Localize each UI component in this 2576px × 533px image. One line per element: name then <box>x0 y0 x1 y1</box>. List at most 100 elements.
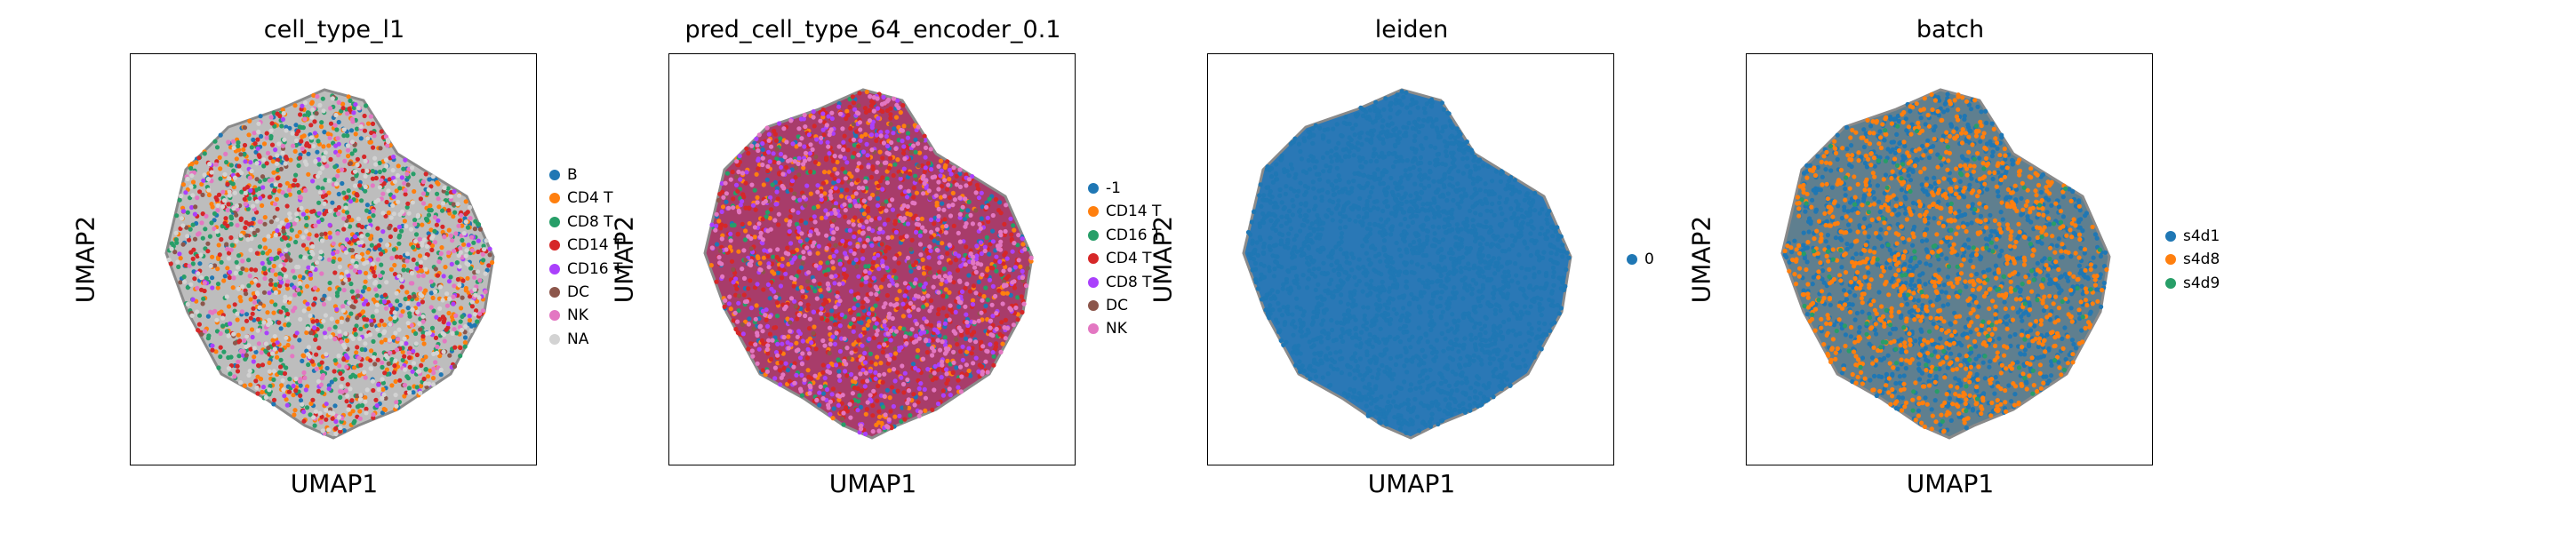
data-point <box>420 334 426 339</box>
data-point <box>168 261 173 266</box>
data-point <box>472 287 477 292</box>
data-point <box>978 240 983 245</box>
data-point <box>407 346 413 351</box>
data-point <box>379 251 384 257</box>
data-point <box>267 360 272 365</box>
data-point <box>736 300 741 306</box>
data-point <box>304 330 309 336</box>
data-point <box>310 319 316 324</box>
data-point <box>756 221 762 227</box>
legend-marker <box>1088 323 1099 335</box>
data-point <box>318 123 324 130</box>
data-point <box>298 398 304 403</box>
data-point <box>883 274 888 279</box>
data-point <box>362 128 368 133</box>
data-point <box>749 348 755 354</box>
umap-panel-cell-type-l1: cell_type_l1 UMAP1 UMAP2 B CD4 T CD8 T CD14… <box>71 0 770 533</box>
legend-label: CD8 T <box>1106 273 1152 291</box>
legend-label: DC <box>1106 296 1128 314</box>
data-point <box>895 98 900 103</box>
data-point <box>892 378 898 384</box>
data-point <box>882 322 887 328</box>
data-point <box>218 330 223 337</box>
data-point <box>886 314 892 320</box>
data-point <box>875 297 880 302</box>
data-point <box>988 332 994 338</box>
data-point <box>776 222 781 227</box>
data-point <box>336 119 341 125</box>
data-point <box>932 370 937 376</box>
data-point <box>285 311 291 317</box>
data-point <box>820 315 825 322</box>
data-point <box>1410 219 1415 225</box>
data-point <box>1028 259 1034 264</box>
data-point <box>876 216 882 221</box>
data-point <box>913 137 918 142</box>
data-point <box>849 371 854 378</box>
data-point <box>859 423 864 428</box>
data-point <box>396 337 401 342</box>
data-point <box>415 243 421 249</box>
data-point <box>273 182 278 187</box>
data-point <box>340 308 346 314</box>
data-point <box>370 314 375 319</box>
data-point <box>873 236 878 242</box>
data-point <box>252 267 259 273</box>
data-point <box>284 307 289 314</box>
data-point <box>988 342 993 347</box>
data-point <box>853 347 859 353</box>
data-point <box>835 226 840 231</box>
data-point <box>214 317 220 322</box>
data-point <box>475 221 480 227</box>
data-point <box>927 266 932 271</box>
data-point <box>184 225 189 230</box>
data-point <box>824 386 830 393</box>
data-point <box>888 409 893 414</box>
data-point <box>357 397 363 402</box>
data-point <box>315 318 320 323</box>
data-point <box>1004 290 1010 296</box>
data-point <box>213 349 219 354</box>
data-point <box>206 192 212 198</box>
data-point <box>364 406 369 411</box>
data-point <box>437 284 444 290</box>
data-point <box>804 183 810 188</box>
data-point <box>855 408 860 413</box>
data-point <box>834 330 839 336</box>
data-point <box>359 198 364 203</box>
data-point <box>867 270 872 275</box>
data-point <box>970 298 976 303</box>
legend-item: CD16 T <box>549 258 622 281</box>
data-point <box>192 211 197 217</box>
data-point <box>336 204 341 211</box>
data-point <box>308 412 313 418</box>
data-point <box>882 319 887 324</box>
data-point <box>793 175 798 180</box>
data-point <box>363 173 368 179</box>
data-point <box>1018 264 1023 269</box>
data-point <box>390 306 396 311</box>
data-point <box>284 203 290 209</box>
data-point <box>253 349 259 354</box>
data-point <box>240 284 245 290</box>
data-point <box>767 248 773 253</box>
data-point <box>820 127 826 132</box>
data-point <box>940 339 945 345</box>
data-point <box>917 242 924 247</box>
data-point <box>990 314 996 319</box>
data-point <box>306 265 311 270</box>
data-point <box>441 274 446 279</box>
data-point <box>275 153 280 158</box>
data-point <box>913 229 919 235</box>
data-point <box>811 115 816 120</box>
data-point <box>345 147 351 153</box>
data-point <box>350 372 356 378</box>
data-point <box>416 301 421 306</box>
data-point <box>332 177 337 182</box>
data-point <box>418 259 423 265</box>
data-point <box>218 166 223 171</box>
data-point <box>956 253 962 259</box>
data-point <box>368 236 373 242</box>
data-point <box>936 213 941 219</box>
data-point <box>215 285 220 290</box>
